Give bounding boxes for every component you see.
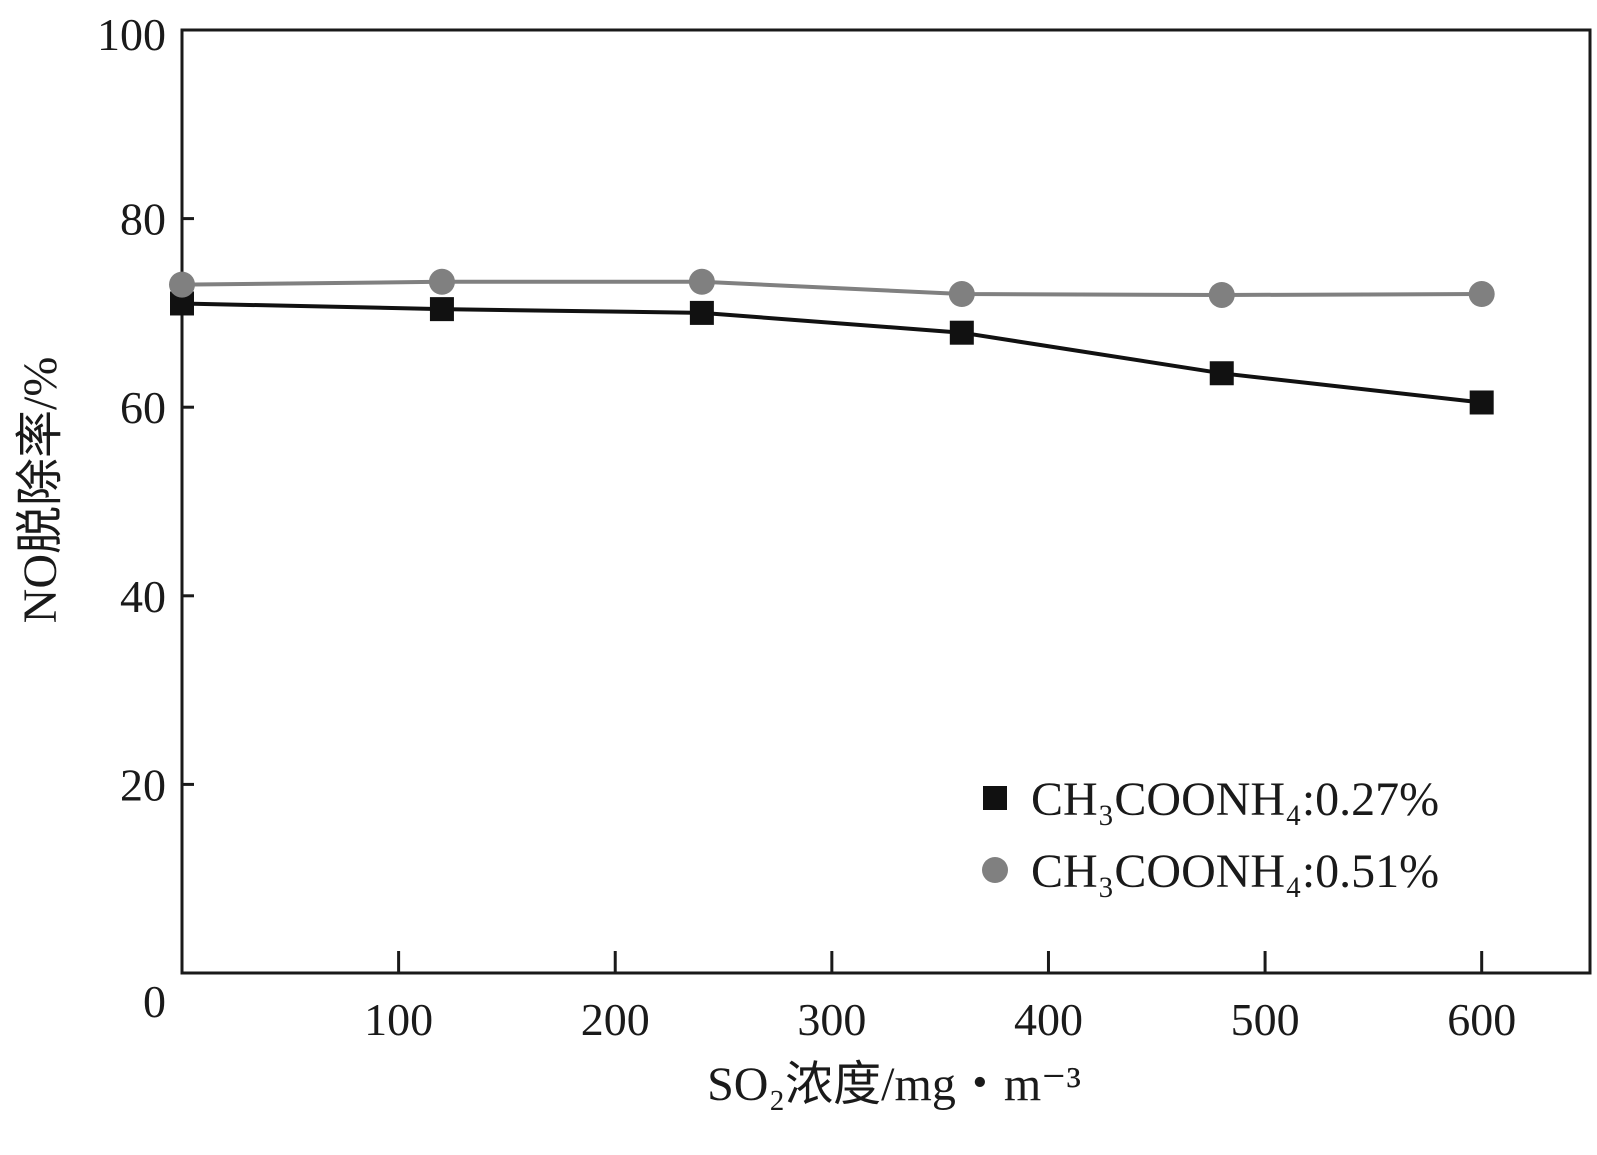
x-tick-label-300: 300 bbox=[797, 994, 866, 1045]
series-line-2 bbox=[181, 279, 1482, 298]
y-axis-title: NO脱除率/% bbox=[14, 357, 67, 624]
data-point-s1-4 bbox=[1209, 361, 1234, 386]
y-tick-label-20: 20 bbox=[120, 759, 166, 810]
x-axis-title: SO₂浓度/mg・m⁻³ bbox=[707, 1058, 1081, 1111]
plot-frame bbox=[180, 28, 1592, 975]
y-tick-label-100: 100 bbox=[97, 9, 166, 60]
data-point-s1-2 bbox=[689, 300, 714, 325]
data-point-s2-2 bbox=[688, 268, 715, 295]
data-point-s1-1 bbox=[429, 297, 454, 322]
legend-marker-1 bbox=[983, 786, 1007, 810]
legend: CH₃COONH₄:0.27% CH₃COONH₄:0.51% bbox=[982, 773, 1439, 898]
y-tick-label-40: 40 bbox=[120, 571, 166, 622]
data-point-s2-5 bbox=[1468, 281, 1495, 308]
x-tick-label-200: 200 bbox=[581, 994, 650, 1045]
legend-marker-2 bbox=[982, 857, 1008, 883]
y-tick-label-60: 60 bbox=[120, 382, 166, 433]
legend-label-2: CH₃COONH₄:0.51% bbox=[1031, 845, 1439, 898]
data-point-s2-3 bbox=[948, 281, 975, 308]
data-point-s2-1 bbox=[428, 268, 455, 295]
data-point-s2-4 bbox=[1208, 281, 1235, 308]
series-lines-layer bbox=[181, 279, 1482, 405]
x-tick-label-100: 100 bbox=[364, 994, 433, 1045]
data-point-s2-0 bbox=[169, 271, 195, 298]
series-markers-layer bbox=[169, 268, 1495, 415]
plot-border bbox=[180, 28, 1592, 975]
axis-ticks-layer: 0 20 40 60 80 100 100 200 300 400 500 600 bbox=[97, 9, 1516, 1045]
y-tick-label-0: 0 bbox=[143, 976, 166, 1027]
data-point-s1-5 bbox=[1469, 390, 1494, 415]
y-tick-label-80: 80 bbox=[120, 194, 166, 245]
data-point-s1-3 bbox=[949, 320, 974, 345]
x-tick-label-500: 500 bbox=[1231, 994, 1300, 1045]
legend-label-1: CH₃COONH₄:0.27% bbox=[1031, 773, 1439, 826]
x-tick-label-600: 600 bbox=[1447, 994, 1516, 1045]
x-tick-label-400: 400 bbox=[1014, 994, 1083, 1045]
series-line-1 bbox=[181, 301, 1482, 405]
